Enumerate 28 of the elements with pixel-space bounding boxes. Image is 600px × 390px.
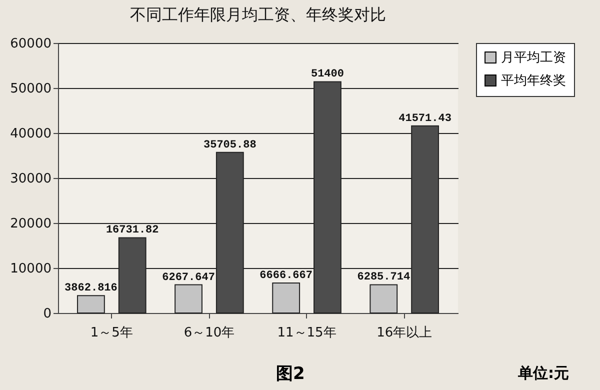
y-tick-label: 60000: [10, 36, 52, 52]
x-tick-label: 11～15年: [277, 326, 336, 340]
x-tick-label: 6～10年: [184, 326, 235, 340]
caption: 图2: [276, 363, 305, 385]
y-tick-label: 50000: [10, 82, 52, 96]
x-tick-label: 1～5年: [90, 326, 133, 340]
y-tick-label: 10000: [10, 262, 52, 276]
y-tick-label: 40000: [10, 126, 52, 142]
data-label: 35705.88: [204, 139, 257, 152]
legend-label: 月平均工资: [501, 50, 566, 66]
data-label: 6666.667: [260, 270, 312, 282]
data-label: 16731.82: [106, 224, 159, 237]
data-label: 6285.714: [357, 272, 410, 284]
y-tick-label: 0: [43, 306, 52, 322]
x-tick-label: 16年以上: [376, 326, 432, 340]
bar: [272, 282, 300, 314]
data-label: 6267.647: [162, 272, 215, 284]
y-tick-label: 30000: [10, 172, 52, 186]
chart-title: 不同工作年限月均工资、年终奖对比: [130, 5, 386, 24]
data-label: 3862.816: [64, 282, 118, 295]
data-label: 41571.43: [398, 112, 452, 125]
legend-label: 平均年终奖: [501, 74, 566, 88]
data-label: 51400: [310, 68, 344, 81]
bar: [77, 295, 105, 314]
y-tick-label: 20000: [10, 216, 52, 232]
bar: [370, 284, 398, 314]
text: 单位:元: [518, 364, 569, 383]
bar: [174, 284, 202, 314]
